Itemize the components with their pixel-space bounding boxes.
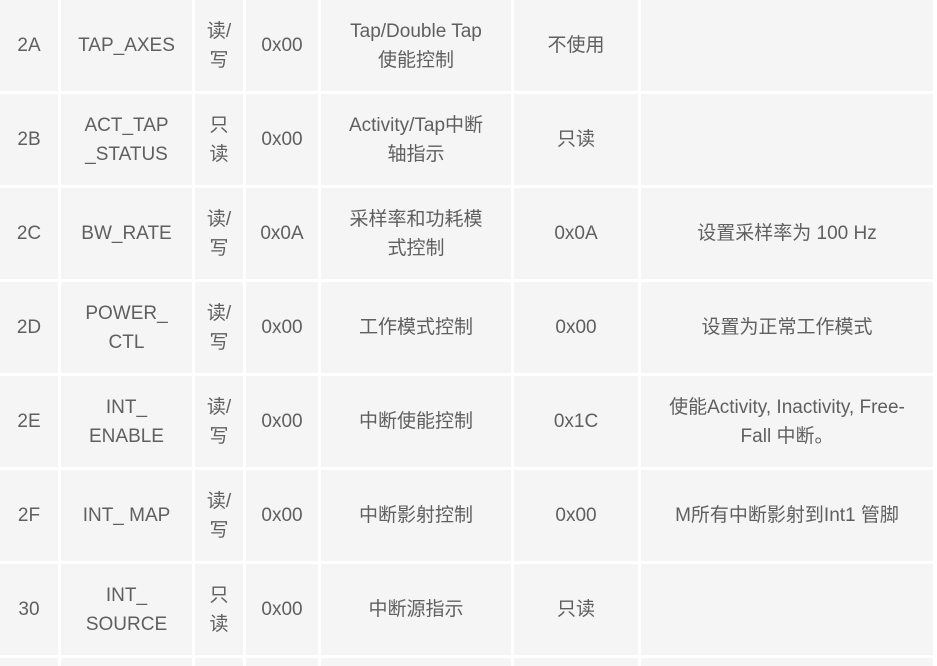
cell-default-value: 0x00 — [246, 0, 318, 91]
cell-set-value — [514, 658, 638, 666]
cell-description — [321, 658, 511, 666]
cell-register-name: TAP_AXES — [61, 0, 192, 91]
cell-note — [641, 564, 933, 655]
cell-register-name: INT_ ENABLE — [61, 376, 192, 467]
cell-address: 2E — [0, 376, 58, 467]
cell-default-value: 0x00 — [246, 94, 318, 185]
cell-address: 2C — [0, 188, 58, 279]
cell-address: 2D — [0, 282, 58, 373]
cell-note — [641, 94, 933, 185]
cell-access: 读/ 写 — [195, 376, 243, 467]
cell-description: Tap/Double Tap 使能控制 — [321, 0, 511, 91]
cell-access: 读/ 写 — [195, 470, 243, 561]
cell-access: 读/ 写 — [195, 0, 243, 91]
cell-set-value: 0x1C — [514, 376, 638, 467]
cell-description: 采样率和功耗模 式控制 — [321, 188, 511, 279]
cell-default-value: 0x00 — [246, 376, 318, 467]
cell-register-name: POWER_ CTL — [61, 282, 192, 373]
cell-description: 中断使能控制 — [321, 376, 511, 467]
cell-description: 中断影射控制 — [321, 470, 511, 561]
cell-description: 中断源指示 — [321, 564, 511, 655]
cell-access — [195, 658, 243, 666]
cell-set-value: 只读 — [514, 564, 638, 655]
cell-default-value: 0x0A — [246, 188, 318, 279]
cell-access: 读/ 写 — [195, 282, 243, 373]
cell-description: 工作模式控制 — [321, 282, 511, 373]
cell-description: Activity/Tap中断 轴指示 — [321, 94, 511, 185]
cell-set-value: 不使用 — [514, 0, 638, 91]
cell-note: 设置为正常工作模式 — [641, 282, 933, 373]
cell-default-value — [246, 658, 318, 666]
cell-default-value: 0x00 — [246, 470, 318, 561]
cell-register-name: BW_RATE — [61, 188, 192, 279]
cell-note — [641, 0, 933, 91]
cell-access: 只 读 — [195, 94, 243, 185]
cell-default-value: 0x00 — [246, 564, 318, 655]
cell-default-value: 0x00 — [246, 282, 318, 373]
cell-address: 30 — [0, 564, 58, 655]
cell-register-name: ACT_TAP _STATUS — [61, 94, 192, 185]
cell-set-value: 只读 — [514, 94, 638, 185]
cell-note: M所有中断影射到Int1 管脚 — [641, 470, 933, 561]
cell-address: 2F — [0, 470, 58, 561]
cell-register-name: INT_ SOURCE — [61, 564, 192, 655]
cell-note: 使能Activity, Inactivity, Free- Fall 中断。 — [641, 376, 933, 467]
cell-set-value: 0x0A — [514, 188, 638, 279]
cell-set-value: 0x00 — [514, 470, 638, 561]
cell-address — [0, 658, 58, 666]
cell-note: 设置采样率为 100 Hz — [641, 188, 933, 279]
cell-access: 读/ 写 — [195, 188, 243, 279]
cell-access: 只 读 — [195, 564, 243, 655]
cell-register-name — [61, 658, 192, 666]
cell-note — [641, 658, 933, 666]
cell-register-name: INT_ MAP — [61, 470, 192, 561]
cell-set-value: 0x00 — [514, 282, 638, 373]
cell-address: 2A — [0, 0, 58, 91]
cell-address: 2B — [0, 94, 58, 185]
